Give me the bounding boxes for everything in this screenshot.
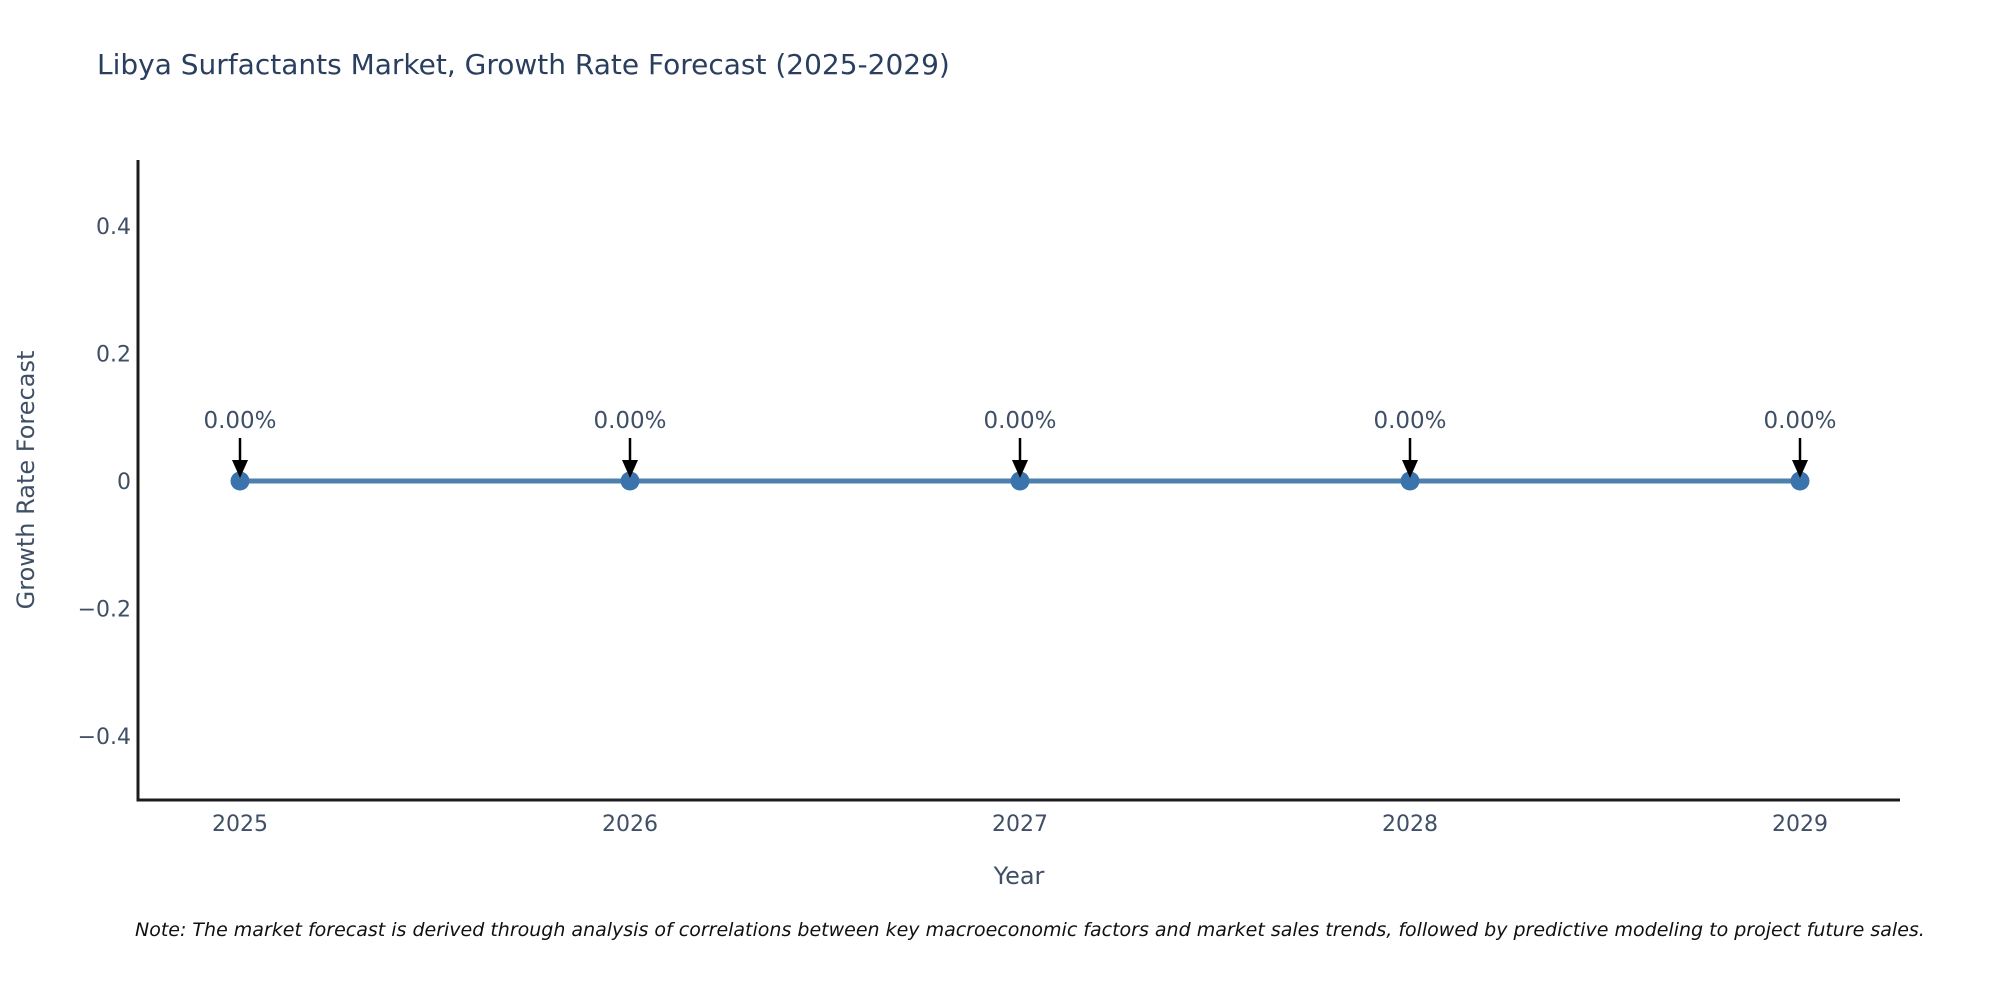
annotation-arrowhead bbox=[1402, 460, 1418, 478]
footnote: Note: The market forecast is derived thr… bbox=[135, 919, 1925, 941]
annotation-arrowhead bbox=[1012, 460, 1028, 478]
data-point-marker bbox=[620, 471, 640, 491]
annotation-label: 0.00% bbox=[983, 408, 1056, 434]
annotation-label: 0.00% bbox=[1763, 408, 1836, 434]
annotation-arrowhead bbox=[232, 460, 248, 478]
data-point-marker bbox=[230, 471, 250, 491]
y-tick-label: 0.2 bbox=[96, 343, 131, 368]
annotation-arrowhead bbox=[1792, 460, 1808, 478]
y-tick-label: 0.4 bbox=[96, 215, 131, 240]
data-point-marker bbox=[1400, 471, 1420, 491]
x-tick-label: 2029 bbox=[1772, 812, 1828, 837]
x-tick-label: 2028 bbox=[1382, 812, 1438, 837]
x-axis-title: Year bbox=[993, 862, 1045, 890]
chart-title: Libya Surfactants Market, Growth Rate Fo… bbox=[97, 48, 950, 81]
y-tick-label: −0.4 bbox=[78, 725, 131, 750]
x-tick-label: 2025 bbox=[212, 812, 268, 837]
y-tick-label: −0.2 bbox=[78, 598, 131, 623]
data-point-marker bbox=[1790, 471, 1810, 491]
annotation-label: 0.00% bbox=[593, 408, 666, 434]
annotation-label: 0.00% bbox=[1373, 408, 1446, 434]
x-tick-label: 2027 bbox=[992, 812, 1048, 837]
annotation-label: 0.00% bbox=[203, 408, 276, 434]
y-tick-label: 0 bbox=[117, 470, 131, 495]
x-tick-label: 2026 bbox=[602, 812, 658, 837]
annotation-arrowhead bbox=[622, 460, 638, 478]
data-point-marker bbox=[1010, 471, 1030, 491]
